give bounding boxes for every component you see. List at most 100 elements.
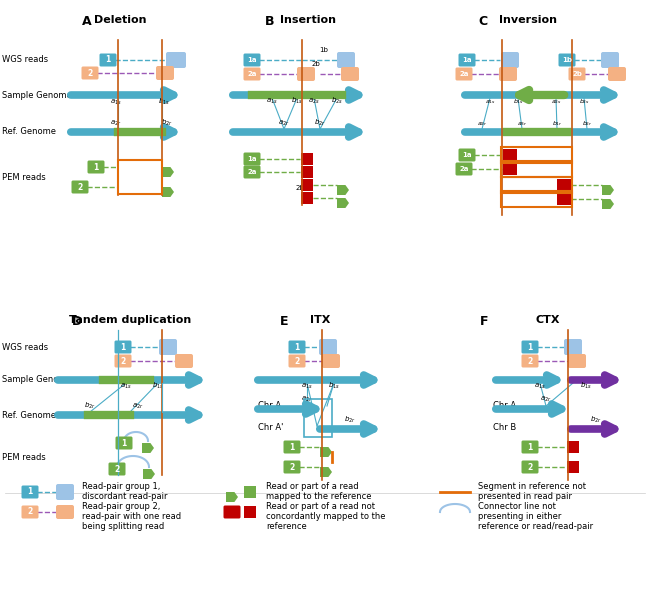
Polygon shape (337, 198, 349, 208)
FancyBboxPatch shape (569, 68, 586, 80)
FancyBboxPatch shape (501, 52, 519, 68)
Text: $b_{2r}$: $b_{2r}$ (590, 415, 602, 425)
Text: 2: 2 (27, 508, 32, 517)
FancyBboxPatch shape (56, 484, 74, 500)
FancyBboxPatch shape (289, 341, 306, 353)
Text: WGS reads: WGS reads (2, 56, 48, 65)
Text: reference: reference (266, 522, 307, 531)
Polygon shape (143, 469, 155, 479)
Text: $b_{2s}$: $b_{2s}$ (331, 96, 343, 106)
Bar (301, 192, 313, 204)
Text: 2b: 2b (311, 61, 320, 67)
Text: $a_{1s}$: $a_{1s}$ (485, 98, 495, 106)
Text: 2: 2 (527, 462, 532, 471)
Text: 1: 1 (289, 442, 294, 451)
Text: reference or read/read-pair: reference or read/read-pair (478, 522, 593, 531)
FancyBboxPatch shape (564, 339, 582, 355)
Text: E: E (280, 315, 289, 328)
Text: $b_{2r}$: $b_{2r}$ (314, 118, 326, 128)
Bar (304, 399, 332, 437)
Text: $b_{1s}$: $b_{1s}$ (291, 96, 303, 106)
Text: D: D (72, 315, 83, 328)
Bar (301, 179, 313, 191)
Text: $a_{1s}$: $a_{1s}$ (110, 98, 122, 107)
FancyBboxPatch shape (458, 148, 476, 162)
Bar (244, 486, 256, 498)
Text: $b_{1s}$: $b_{1s}$ (513, 97, 523, 106)
Text: $b_{2r}$: $b_{2r}$ (582, 119, 592, 128)
FancyBboxPatch shape (244, 152, 261, 166)
Text: Ref. Genome: Ref. Genome (2, 128, 56, 137)
Text: 2b: 2b (296, 185, 304, 191)
Text: ITX: ITX (310, 315, 330, 325)
FancyBboxPatch shape (99, 53, 116, 67)
Text: $b_{1s}$: $b_{1s}$ (580, 381, 592, 391)
Text: 2a: 2a (460, 71, 469, 77)
Text: 2: 2 (87, 68, 92, 77)
Text: 1: 1 (527, 342, 532, 352)
Bar (244, 506, 256, 518)
FancyBboxPatch shape (521, 460, 538, 474)
FancyBboxPatch shape (109, 462, 125, 476)
FancyBboxPatch shape (521, 355, 538, 367)
FancyBboxPatch shape (521, 440, 538, 454)
Bar (501, 161, 572, 177)
Text: read-pair with one read: read-pair with one read (82, 512, 181, 521)
FancyBboxPatch shape (568, 354, 586, 368)
FancyBboxPatch shape (244, 68, 261, 80)
FancyBboxPatch shape (322, 354, 340, 368)
Text: concordantly mapped to the: concordantly mapped to the (266, 512, 385, 521)
Text: being splitting read: being splitting read (82, 522, 164, 531)
FancyBboxPatch shape (608, 67, 626, 81)
FancyBboxPatch shape (297, 67, 315, 81)
Text: $a_{1s}$: $a_{1s}$ (534, 382, 546, 391)
Polygon shape (162, 167, 174, 177)
Text: 2a: 2a (460, 166, 469, 172)
Text: 1a: 1a (462, 152, 472, 158)
Polygon shape (162, 187, 174, 197)
Text: $a_{1s}$: $a_{1s}$ (301, 382, 313, 391)
Text: 1a: 1a (462, 57, 472, 63)
Text: mapped to the reference: mapped to the reference (266, 492, 372, 501)
FancyBboxPatch shape (499, 67, 517, 81)
Text: 1a: 1a (247, 57, 257, 63)
FancyBboxPatch shape (88, 160, 105, 174)
Text: 1: 1 (27, 488, 32, 497)
Text: Deletion: Deletion (94, 15, 146, 25)
Bar (301, 166, 313, 178)
Text: CTX: CTX (536, 315, 560, 325)
FancyBboxPatch shape (283, 440, 300, 454)
Text: $b_{2r}$: $b_{2r}$ (84, 401, 96, 411)
Text: 2: 2 (294, 356, 300, 365)
FancyBboxPatch shape (21, 506, 38, 518)
FancyBboxPatch shape (116, 436, 133, 450)
Text: $a_{2r}$: $a_{2r}$ (132, 402, 144, 411)
Bar (503, 149, 517, 161)
Text: $b_{1s}$: $b_{1s}$ (328, 381, 340, 391)
Text: 2: 2 (527, 356, 532, 365)
Polygon shape (602, 185, 614, 195)
FancyBboxPatch shape (114, 355, 131, 367)
Bar (503, 163, 517, 175)
Text: $a_{2r}$: $a_{2r}$ (301, 395, 313, 404)
Text: WGS reads: WGS reads (2, 342, 48, 352)
Text: Segment in reference not: Segment in reference not (478, 482, 586, 491)
Text: F: F (480, 315, 489, 328)
FancyBboxPatch shape (159, 339, 177, 355)
FancyBboxPatch shape (81, 67, 99, 79)
Text: Chr A: Chr A (493, 401, 516, 410)
Text: 2a: 2a (247, 71, 257, 77)
FancyBboxPatch shape (458, 53, 476, 67)
Text: Inversion: Inversion (499, 15, 557, 25)
FancyBboxPatch shape (56, 505, 74, 519)
Text: PEM reads: PEM reads (2, 453, 46, 462)
Text: Chr A': Chr A' (258, 423, 283, 432)
Text: 2: 2 (120, 356, 125, 365)
Text: Sample Genome: Sample Genome (2, 376, 72, 385)
FancyBboxPatch shape (456, 163, 473, 175)
Polygon shape (320, 467, 332, 477)
Text: presented in read pair: presented in read pair (478, 492, 572, 501)
Text: C: C (478, 15, 487, 28)
FancyBboxPatch shape (521, 341, 538, 353)
Text: $b_{2s}$: $b_{2s}$ (578, 97, 590, 106)
